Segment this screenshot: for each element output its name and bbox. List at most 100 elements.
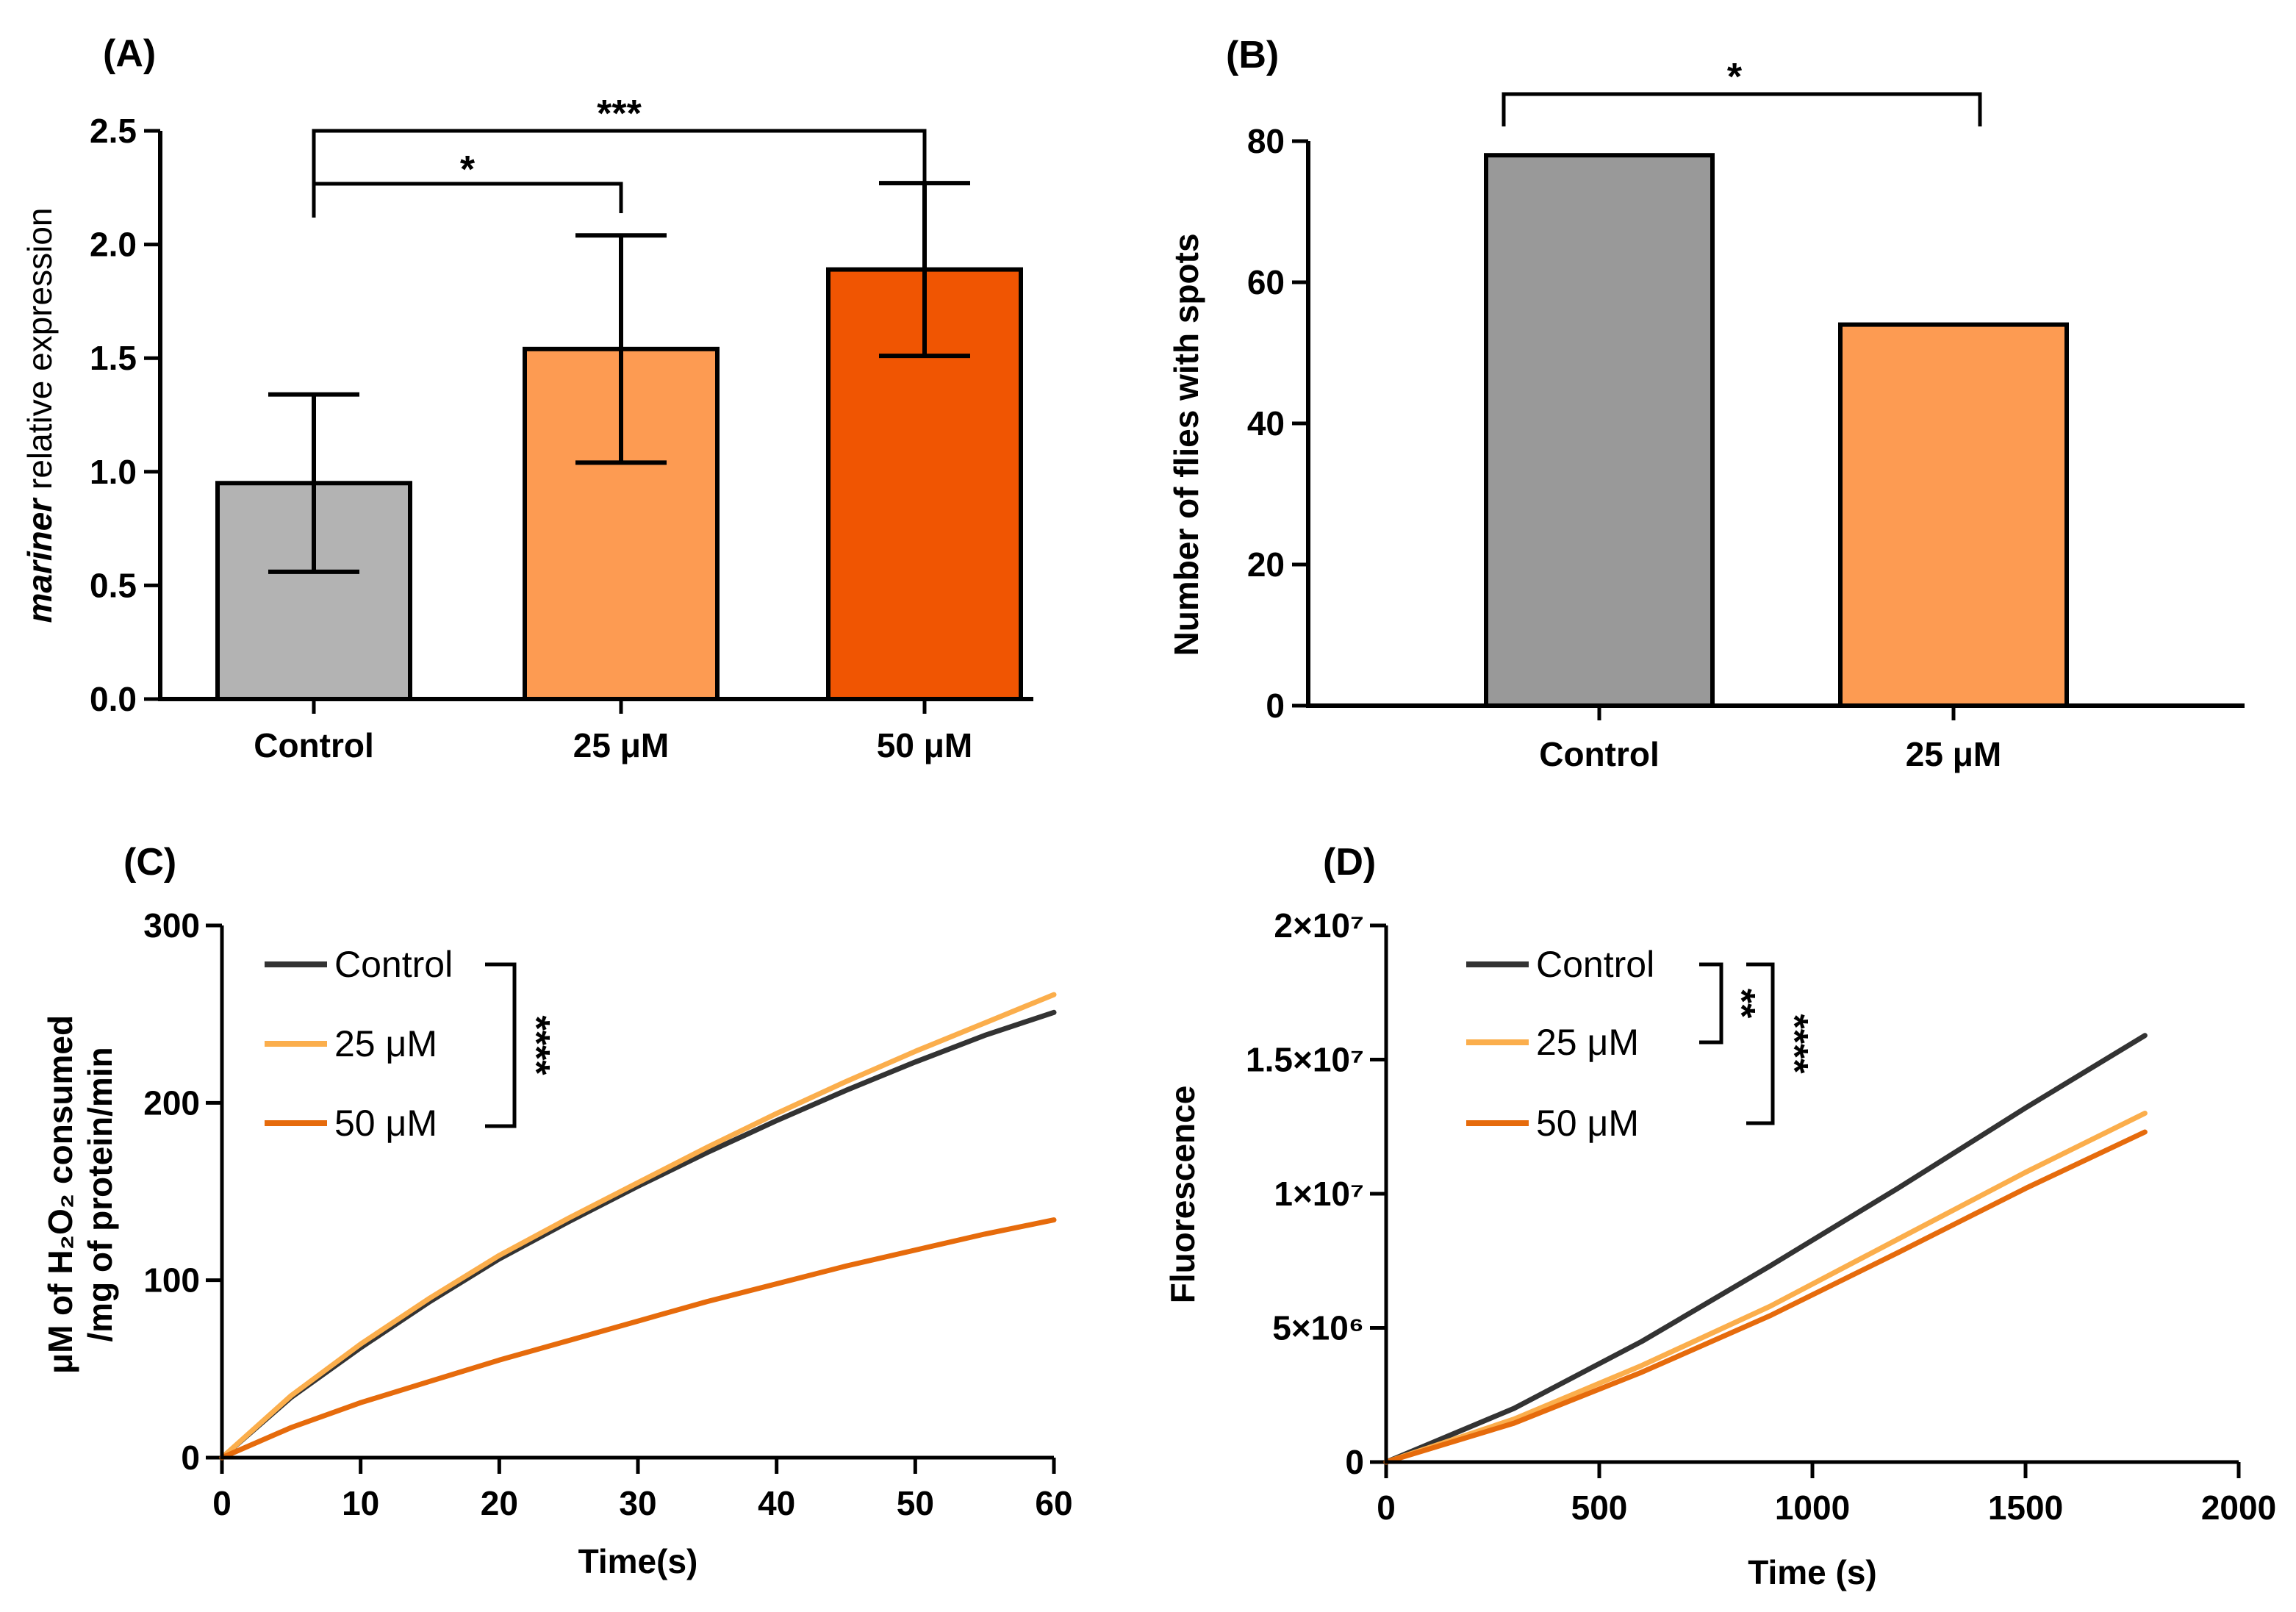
- panel-a-y-tick-label: 0.5: [90, 566, 137, 604]
- panel-c-axes: [220, 925, 1054, 1460]
- panel-b-label: (B): [1226, 34, 1279, 76]
- legend-label-control: Control: [334, 944, 453, 985]
- panel-c-y-axis-label-line1: μM of H₂O₂ consumed: [41, 1015, 79, 1374]
- legend-label-25-m: 25 μM: [1536, 1022, 1639, 1063]
- panel-b-y-tick-label: 20: [1247, 545, 1285, 584]
- panel-d-legend: Control 25 μM 50 μM: [1466, 944, 1654, 1144]
- legend-label-50-m: 50 μM: [1536, 1103, 1639, 1144]
- panel-d-y-tick-label: 0: [1345, 1443, 1364, 1481]
- panel-c-x-tick-label: 20: [481, 1484, 518, 1522]
- panel-b-y-tick-label: 80: [1247, 122, 1285, 160]
- panel-b-x-tick-label: Control: [1539, 735, 1660, 773]
- significance-bracket: [1502, 92, 1982, 126]
- panel-c-significance: ****: [485, 962, 557, 1128]
- panel-a: (A) 0.00.51.01.52.02.5 **** Control 25 μM…: [21, 32, 1033, 764]
- significance-label: ****: [1773, 1014, 1815, 1075]
- panel-c-y-tick-label: 300: [143, 906, 200, 945]
- series-line-25-m: [1383, 1111, 2148, 1465]
- panel-a-axes: [158, 131, 1033, 701]
- panel-d-x-tick-label: 500: [1571, 1489, 1628, 1527]
- panel-c-x-axis-label: Time(s): [578, 1542, 698, 1580]
- panel-a-x-tick-label: 50 μM: [877, 726, 972, 764]
- panel-d-axes: [1384, 925, 2239, 1464]
- panel-c-y-tick-label: 0: [181, 1439, 200, 1477]
- panel-d-y-tick-label: 1×10⁷: [1274, 1175, 1364, 1213]
- significance-label: ****: [514, 1016, 557, 1076]
- series-line-control: [219, 1009, 1057, 1461]
- panel-d-x-tick-label: 0: [1377, 1489, 1396, 1527]
- panel-b-y-axis-label: Number of flies with spots: [1167, 233, 1205, 656]
- series-line-25-m: [219, 992, 1057, 1461]
- panel-a-y-axis-label: mariner relative expression: [21, 207, 59, 623]
- panel-b-bars: [1484, 153, 2069, 709]
- panel-d-x-tick-label: 2000: [2201, 1489, 2276, 1527]
- significance-bracket: [485, 962, 517, 1128]
- panel-d: (D) 0 5×10⁶ 1×10⁷ 1.5×10⁷ 2×10⁷ 0 500 1000 1500…: [1163, 841, 2276, 1591]
- panel-a-x-tick-label: 25 μM: [573, 726, 669, 764]
- panel-d-x-tick-label: 1000: [1775, 1489, 1850, 1527]
- panel-c-lines: [219, 992, 1057, 1461]
- panel-c-x-tick-label: 10: [342, 1484, 379, 1522]
- significance-label: *: [1727, 56, 1743, 98]
- panel-a-y-tick-label: 2.5: [90, 112, 137, 150]
- series-line-control: [1383, 1033, 2148, 1465]
- error-bar-control: [268, 392, 359, 574]
- panel-d-label: (D): [1323, 841, 1376, 884]
- panel-b-y-tick-label: 40: [1247, 404, 1285, 443]
- panel-a-bars: [215, 181, 1023, 701]
- series-line-50-m: [1383, 1129, 2148, 1465]
- panel-a-y-tick-label: 2.0: [90, 226, 137, 264]
- panel-b-x-ticks: Control 25 μM: [1539, 706, 2001, 773]
- panel-c-x-tick-label: 0: [212, 1484, 232, 1522]
- panel-b-y-ticks: 0 20 40 60 80: [1247, 122, 1308, 725]
- bar-25-m: [1838, 322, 2069, 709]
- panel-a-y-tick-label: 0.0: [90, 680, 137, 718]
- significance-bracket: [1746, 962, 1775, 1125]
- legend-label-25-m: 25 μM: [334, 1023, 437, 1064]
- panel-c-x-tick-label: 30: [619, 1484, 656, 1522]
- legend-label-control: Control: [1536, 944, 1654, 985]
- significance-label: ***: [597, 93, 642, 135]
- panel-a-x-ticks: Control 25 μM 50 μM: [254, 699, 972, 764]
- panel-c-label: (C): [123, 841, 176, 884]
- panel-d-x-ticks: 0 500 1000 1500 2000: [1377, 1462, 2276, 1527]
- bar-control: [1484, 153, 1715, 708]
- panel-c: (C) 0 100 200 300 0 10 20 30 40 50 60 Control 25 μ…: [41, 841, 1073, 1580]
- panel-a-x-tick-label: Control: [254, 726, 374, 764]
- panel-b: (B) 0 20 40 60 80 * Control 25 μM Number of f…: [1167, 34, 2245, 773]
- panel-b-y-tick-label: 60: [1247, 263, 1285, 301]
- panel-b-axes: [1306, 141, 2245, 708]
- panel-d-lines: [1383, 1033, 2148, 1465]
- panel-c-x-tick-label: 60: [1035, 1484, 1072, 1522]
- panel-d-y-tick-label: 5×10⁶: [1272, 1309, 1364, 1347]
- significance-bracket: [312, 129, 927, 218]
- panel-b-x-tick-label: 25 μM: [1906, 735, 2001, 773]
- panel-a-y-axis-label-rest: relative expression: [21, 207, 59, 498]
- panel-c-x-tick-label: 50: [897, 1484, 934, 1522]
- panel-a-label: (A): [103, 32, 156, 75]
- panel-a-y-ticks: 0.0 0.5 1.0 1.5 2.0 2.5: [90, 112, 160, 718]
- panel-d-y-tick-label: 2×10⁷: [1274, 906, 1364, 945]
- panel-c-y-tick-label: 100: [143, 1261, 200, 1300]
- panel-d-y-tick-label: 1.5×10⁷: [1246, 1041, 1364, 1079]
- panel-a-y-axis-label-italic: mariner: [21, 498, 59, 623]
- panel-d-y-axis-label: Fluorescence: [1163, 1086, 1202, 1304]
- panel-c-y-tick-label: 200: [143, 1083, 200, 1122]
- panel-d-significance: ******: [1699, 962, 1815, 1125]
- panel-b-significance: *: [1502, 56, 1982, 126]
- panel-a-y-tick-label: 1.0: [90, 453, 137, 491]
- panel-a-y-tick-label: 1.5: [90, 339, 137, 377]
- panel-d-x-axis-label: Time (s): [1748, 1553, 1877, 1591]
- error-bar-25-m: [575, 233, 667, 465]
- panel-c-y-axis-label-line2: /mg of protein/min: [81, 1047, 119, 1341]
- significance-label: **: [1720, 989, 1762, 1019]
- panel-b-y-tick-label: 0: [1266, 687, 1285, 725]
- significance-bracket: [1699, 962, 1723, 1045]
- significance-label: *: [460, 148, 476, 191]
- panel-c-legend: Control 25 μM 50 μM: [265, 944, 453, 1144]
- legend-label-50-m: 50 μM: [334, 1103, 437, 1144]
- panel-d-x-tick-label: 1500: [1988, 1489, 2063, 1527]
- panel-d-y-ticks: 0 5×10⁶ 1×10⁷ 1.5×10⁷ 2×10⁷: [1246, 906, 1386, 1481]
